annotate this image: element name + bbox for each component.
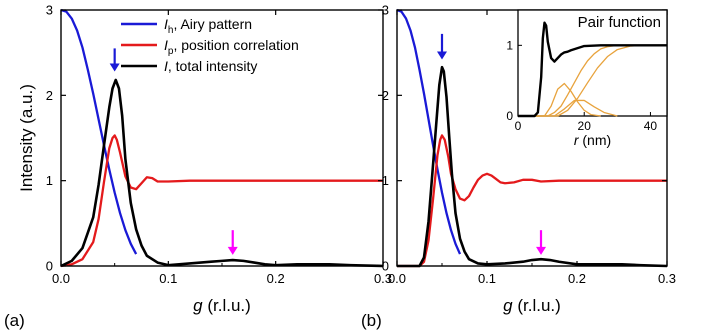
- x-tick-label: 0.2: [568, 271, 586, 286]
- peak-arrow-magenta-head: [536, 246, 546, 255]
- x-axis-title: g (r.l.u.): [193, 296, 251, 315]
- y-tick-label: 0: [382, 259, 389, 274]
- series-line-Ip: [60, 134, 383, 268]
- y-tick-label: 2: [46, 88, 53, 103]
- inset: 0 20 40 0 1 Pair function r (nm): [506, 9, 668, 148]
- inset-title: Pair function: [578, 14, 661, 31]
- series-line-Ip: [397, 134, 667, 268]
- x-axis-title: g (r.l.u.): [503, 296, 561, 315]
- panel-label: (a): [4, 311, 25, 330]
- legend-entry: Ih, Airy pattern: [164, 16, 252, 36]
- inset-x-tick-label: 0: [515, 119, 522, 133]
- peak-arrow-blue-head: [109, 63, 120, 72]
- inset-series-shell1: [518, 82, 601, 117]
- inset-x-tick-label: 40: [644, 119, 658, 133]
- x-tick-label: 0.0: [388, 271, 406, 286]
- peak-arrow-blue-head: [437, 51, 447, 60]
- inset-series-shell2: [518, 99, 618, 117]
- y-tick-label: 2: [382, 88, 389, 103]
- series-line-I: [397, 65, 668, 268]
- x-tick-label: 0.3: [658, 271, 676, 286]
- x-tick-label: 0.3: [374, 271, 392, 286]
- y-tick-label: 0: [46, 259, 53, 274]
- y-tick-label: 1: [46, 173, 53, 188]
- inset-series-total: [518, 21, 667, 118]
- inset-x-tick-label: 20: [578, 119, 592, 133]
- panel-label: (b): [361, 311, 382, 330]
- inset-y-tick-label: 0: [506, 109, 513, 123]
- series-line-Ih: [60, 8, 138, 255]
- series-line-I: [60, 78, 384, 268]
- y-tick-label: 1: [382, 173, 389, 188]
- x-tick-label: 0.0: [52, 271, 70, 286]
- peak-arrow-magenta-head: [227, 246, 238, 255]
- y-axis-title: Intensity (a.u.): [17, 84, 36, 192]
- x-tick-label: 0.2: [267, 271, 285, 286]
- legend-entry: Ip, position correlation: [164, 37, 299, 57]
- series-line-Ih: [396, 8, 462, 255]
- inset-y-tick-label: 1: [506, 38, 513, 52]
- y-tick-label: 3: [46, 3, 53, 18]
- inset-x-axis-title: r (nm): [574, 132, 611, 148]
- x-tick-label: 0.1: [159, 271, 177, 286]
- legend-entry: I, total intensity: [164, 58, 257, 74]
- x-tick-label: 0.1: [478, 271, 496, 286]
- y-tick-label: 3: [382, 3, 389, 18]
